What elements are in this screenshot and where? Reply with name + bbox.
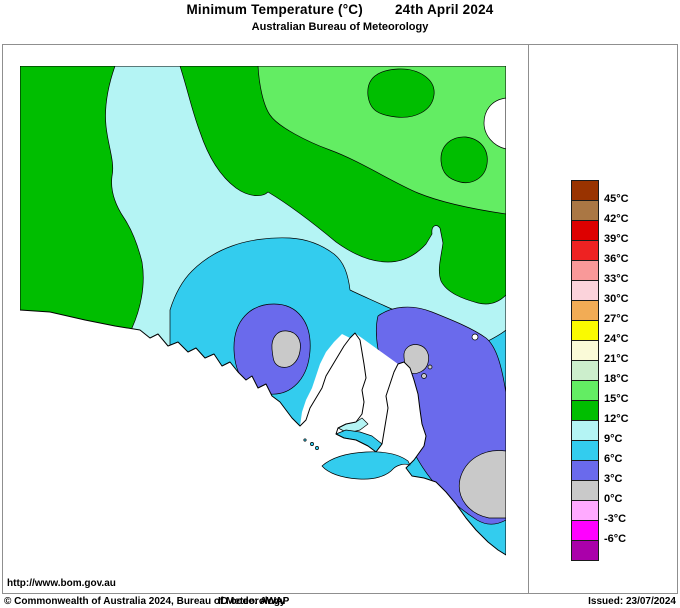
- islet-2: [315, 446, 319, 450]
- legend-swatch-16: [571, 500, 599, 521]
- legend-swatch-6: [571, 300, 599, 321]
- legend-label-12: 9°C: [604, 433, 623, 445]
- legend-swatch-1: [571, 200, 599, 221]
- map-date: 24th April 2024: [394, 2, 494, 17]
- lake-white: [483, 97, 506, 150]
- legend-label-7: 24°C: [604, 333, 629, 345]
- outer-frame: [2, 44, 678, 594]
- yorke-peninsula-nodata: [336, 333, 398, 452]
- legend-swatch-15: [571, 480, 599, 501]
- legend-swatch-9: [571, 360, 599, 381]
- gray-dot-2: [427, 364, 433, 370]
- legend-swatch-13: [571, 440, 599, 461]
- legend-label-5: 30°C: [604, 293, 629, 305]
- white-hole: [471, 333, 479, 341]
- legend-label-3: 36°C: [604, 253, 629, 265]
- legend-label-16: -3°C: [604, 513, 627, 525]
- islet-1: [310, 442, 314, 446]
- legend-swatch-18: [571, 540, 599, 561]
- legend-swatches: [571, 180, 599, 561]
- map-subtitle: Australian Bureau of Meteorology: [251, 21, 429, 33]
- legend-swatch-11: [571, 400, 599, 421]
- region-15-18c: [257, 66, 506, 215]
- legend-swatch-4: [571, 260, 599, 281]
- bom-url: http://www.bom.gov.au: [7, 578, 116, 589]
- temperature-map: [19, 65, 507, 576]
- copyright-text: © Commonwealth of Australia 2024, Bureau…: [4, 596, 286, 607]
- id-code-text: ID code: AWAP: [218, 596, 290, 607]
- legend-swatch-7: [571, 320, 599, 341]
- region-12-15c-blob-east: [440, 136, 488, 184]
- legend-swatch-17: [571, 520, 599, 541]
- legend-label-17: -6°C: [604, 533, 627, 545]
- legend-label-1: 42°C: [604, 213, 629, 225]
- legend-label-4: 33°C: [604, 273, 629, 285]
- legend-label-0: 45°C: [604, 193, 629, 205]
- legend-swatch-2: [571, 220, 599, 241]
- legend-swatch-10: [571, 380, 599, 401]
- legend-label-6: 27°C: [604, 313, 629, 325]
- legend-label-11: 12°C: [604, 413, 629, 425]
- region-12-15c-blob-north: [367, 68, 435, 118]
- legend-swatch-3: [571, 240, 599, 261]
- legend-swatch-14: [571, 460, 599, 481]
- legend-label-10: 15°C: [604, 393, 629, 405]
- legend-label-13: 6°C: [604, 453, 623, 465]
- legend-labels: 45°C 42°C 39°C 36°C 33°C 30°C 27°C 24°C 21°C 18°C…: [604, 180, 650, 561]
- gray-dot-1: [421, 373, 427, 379]
- legend-swatch-8: [571, 340, 599, 361]
- issued-text: Issued: 23/07/2024: [588, 596, 676, 607]
- region-0-3c-adelaide-gray: [403, 344, 429, 374]
- legend-panel-divider: [528, 44, 529, 593]
- legend-swatch-5: [571, 280, 599, 301]
- legend-swatch-12: [571, 420, 599, 441]
- legend-label-15: 0°C: [604, 493, 623, 505]
- legend-label-14: 3°C: [604, 473, 623, 485]
- page-title: Minimum Temperature (°C) 24th April 2024: [0, 2, 680, 17]
- legend-label-2: 39°C: [604, 233, 629, 245]
- region-0-3c-southeast-gray: [458, 450, 506, 519]
- islet-3: [303, 438, 307, 442]
- temperature-map-svg: [19, 65, 507, 556]
- map-title: Minimum Temperature (°C): [186, 2, 363, 17]
- legend-swatch-0: [571, 180, 599, 201]
- kangaroo-island: [321, 451, 411, 480]
- region-0-3c-eyre-gray: [271, 330, 301, 368]
- legend-label-8: 21°C: [604, 353, 629, 365]
- legend-label-9: 18°C: [604, 373, 629, 385]
- coastline: [19, 65, 507, 556]
